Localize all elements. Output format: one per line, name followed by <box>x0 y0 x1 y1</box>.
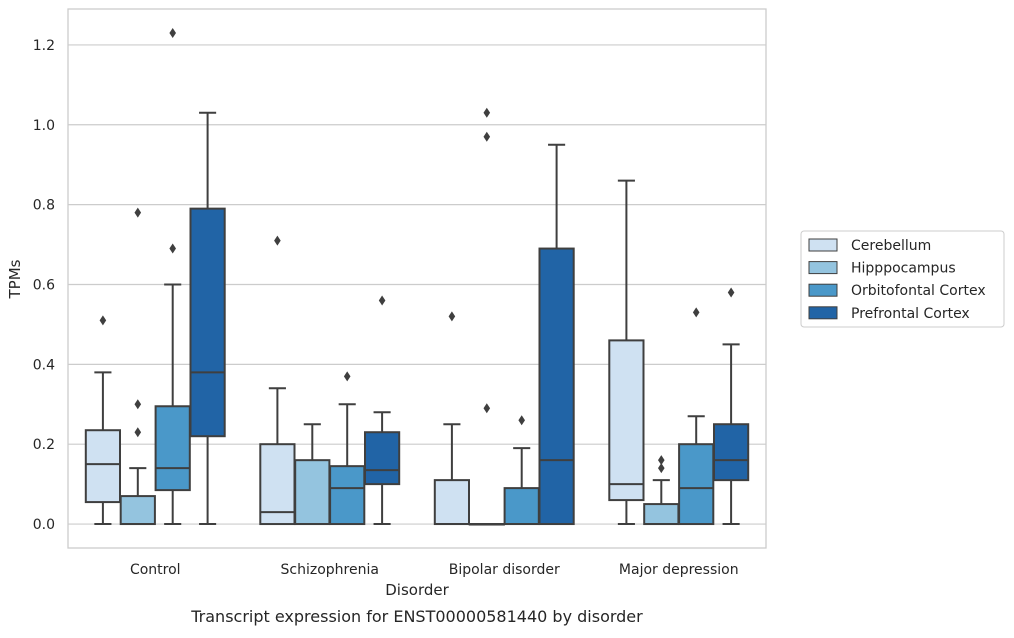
x-tick-label: Bipolar disorder <box>449 562 560 578</box>
outlier-point <box>727 287 735 298</box>
box-iqr <box>84 429 122 504</box>
legend-swatch <box>808 283 838 297</box>
box-iqr <box>329 465 366 526</box>
outlier-point <box>483 107 491 118</box>
box-group <box>608 179 645 526</box>
box-iqr <box>608 339 645 502</box>
box-group <box>538 143 575 526</box>
outlier-point <box>658 455 665 466</box>
box-iqr <box>189 207 226 438</box>
outlier-point <box>343 371 351 382</box>
outlier-point <box>658 463 665 474</box>
outlier-point <box>134 427 142 438</box>
box-group <box>503 415 540 526</box>
box-iqr <box>712 423 750 482</box>
legend-swatch <box>808 238 838 252</box>
box-iqr <box>433 479 471 526</box>
outlier-point <box>448 311 456 322</box>
outlier-point <box>483 403 491 414</box>
legend-swatch <box>808 261 838 275</box>
plot-frame <box>67 8 767 549</box>
box-group <box>84 315 122 526</box>
legend-label: Prefrontal Cortex <box>851 306 970 322</box>
y-tick-label: 0.6 <box>33 277 55 293</box>
x-tick-label: Schizophrenia <box>281 562 379 578</box>
y-tick-label: 0.2 <box>33 437 55 453</box>
box-iqr <box>643 503 680 526</box>
outlier-point <box>378 295 386 306</box>
box-iqr <box>678 443 715 526</box>
legend-label: Cerebellum <box>851 238 931 254</box>
box-group <box>678 307 715 526</box>
box-group <box>189 111 226 526</box>
y-tick-label: 1.0 <box>33 118 55 134</box>
box-group <box>363 295 401 526</box>
x-tick-label: Major depression <box>619 562 739 578</box>
legend-label: Orbitofontal Cortex <box>851 283 986 299</box>
outlier-point <box>169 243 176 254</box>
box-group <box>259 235 296 526</box>
y-axis-label: TPMs <box>6 259 24 299</box>
x-tick-label: Control <box>130 562 181 578</box>
box-group <box>329 371 366 526</box>
outlier-point <box>134 207 142 218</box>
x-tick-labels: Control Schizophrenia Bipolar disorder Majo… <box>130 562 739 578</box>
chart-caption: Transcript expression for ENST0000058144… <box>190 607 643 626</box>
outlier-point <box>274 235 281 246</box>
box-group <box>433 311 471 526</box>
outlier-point <box>483 131 491 142</box>
outlier-point <box>518 415 525 426</box>
legend-swatch <box>808 306 838 320</box>
box-group <box>294 423 331 526</box>
outlier-point <box>134 399 142 410</box>
x-axis-label: Disorder <box>385 581 449 599</box>
box-group <box>468 107 505 526</box>
box-group <box>154 27 191 526</box>
y-tick-labels: 0.0 0.2 0.4 0.6 0.8 1.0 1.2 <box>33 38 55 533</box>
outlier-point <box>169 27 176 38</box>
box-iqr <box>503 487 540 526</box>
box-iqr <box>259 443 296 526</box>
box-group <box>712 287 750 526</box>
legend-label: Hipppocampus <box>851 261 956 277</box>
outlier-point <box>99 315 107 326</box>
outlier-point <box>692 307 700 318</box>
box-iqr <box>538 247 575 526</box>
box-iqr <box>363 431 401 486</box>
box-iqr <box>294 459 331 526</box>
legend: Cerebellum Hipppocampus Orbitofontal Corte… <box>800 230 1005 328</box>
box-group <box>119 207 156 526</box>
y-tick-label: 0.0 <box>33 517 55 533</box>
box-iqr <box>154 405 191 492</box>
box-layer <box>84 27 750 526</box>
box-iqr <box>119 495 156 526</box>
y-tick-label: 0.8 <box>33 198 55 214</box>
y-tick-label: 0.4 <box>33 357 55 373</box>
y-tick-label: 1.2 <box>33 38 55 54</box>
legend-frame <box>800 230 1005 328</box>
